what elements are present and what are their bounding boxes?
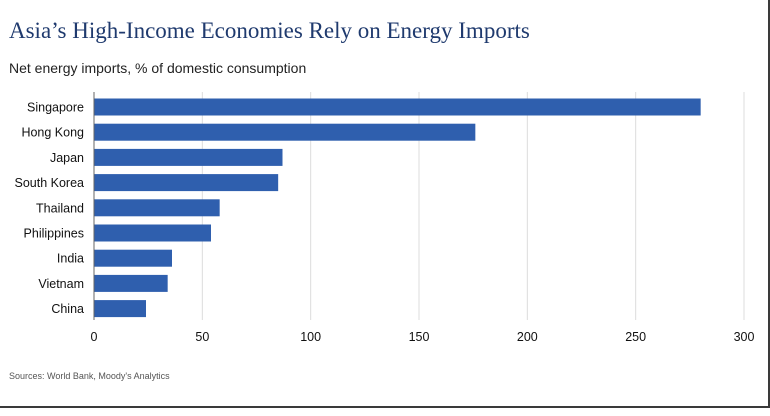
bar-thailand (94, 199, 220, 217)
category-label-philippines: Philippines (24, 227, 84, 241)
chart-title: Asia’s High-Income Economies Rely on Ene… (9, 18, 530, 43)
x-tick-label-100: 100 (300, 330, 321, 344)
category-label-thailand: Thailand (36, 201, 84, 215)
bar-south-korea (94, 174, 279, 192)
x-tick-label-300: 300 (734, 330, 755, 344)
chart-subtitle: Net energy imports, % of domestic consum… (9, 60, 307, 76)
x-tick-label-250: 250 (625, 330, 646, 344)
x-tick-label-0: 0 (91, 330, 98, 344)
category-label-india: India (57, 252, 84, 266)
category-label-vietnam: Vietnam (38, 277, 84, 291)
bar-singapore (94, 98, 701, 116)
bar-vietnam (94, 274, 168, 292)
source-note: Sources: World Bank, Moody's Analytics (9, 371, 170, 381)
bar-china (94, 300, 146, 318)
category-label-singapore: Singapore (27, 101, 84, 115)
category-label-south-korea: South Korea (15, 176, 85, 190)
category-label-china: China (51, 302, 84, 316)
x-tick-label-200: 200 (517, 330, 538, 344)
category-label-japan: Japan (50, 151, 84, 165)
bar-hong-kong (94, 123, 476, 141)
bar-japan (94, 148, 283, 166)
x-tick-label-50: 50 (195, 330, 209, 344)
x-tick-label-150: 150 (409, 330, 430, 344)
bar-philippines (94, 224, 211, 242)
bar-india (94, 249, 172, 267)
category-label-hong-kong: Hong Kong (21, 126, 84, 140)
